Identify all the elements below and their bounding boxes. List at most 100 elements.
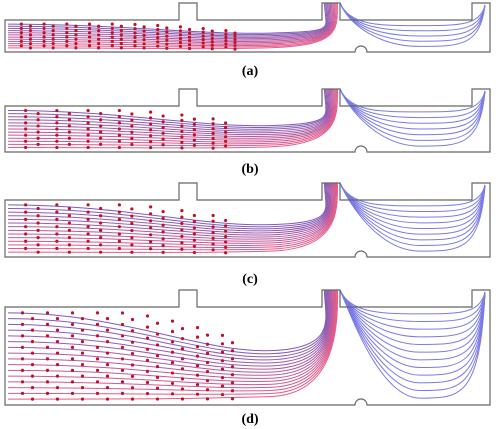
particle: [86, 127, 90, 131]
particle: [142, 46, 146, 50]
particle: [180, 215, 184, 219]
particle: [42, 39, 46, 44]
particle: [130, 352, 135, 356]
particle: [142, 42, 146, 46]
particle: [36, 130, 40, 134]
streamline: [7, 182, 337, 249]
particle: [180, 135, 184, 139]
particle: [211, 146, 215, 150]
particle: [224, 35, 228, 39]
particle: [224, 121, 228, 125]
particle: [36, 112, 40, 116]
particle: [142, 29, 146, 33]
particle: [70, 345, 75, 349]
streamline: [7, 88, 330, 134]
particle: [201, 34, 205, 38]
particle: [70, 357, 75, 361]
particle: [30, 363, 35, 367]
particle: [220, 359, 225, 363]
particle: [155, 364, 160, 369]
particle: [130, 221, 134, 225]
particle: [67, 130, 71, 134]
particle: [65, 35, 69, 39]
particle: [205, 379, 210, 383]
particle: [42, 22, 46, 26]
particle: [145, 369, 150, 373]
streamline: [7, 88, 328, 129]
particle: [210, 29, 214, 33]
particle: [80, 328, 85, 332]
particle: [210, 43, 214, 47]
particle: [36, 250, 40, 254]
particle: [87, 44, 92, 48]
particle: [30, 397, 35, 401]
particle: [87, 35, 92, 39]
particle: [105, 386, 110, 390]
streamline: [339, 2, 486, 47]
streamline: [7, 182, 335, 244]
particle: [19, 26, 23, 31]
particle: [45, 322, 50, 326]
particle: [180, 140, 184, 144]
particle: [165, 30, 169, 34]
particle: [24, 115, 28, 119]
particle: [130, 250, 134, 254]
streamline: [339, 289, 486, 346]
panel: [4, 2, 491, 53]
streamline: [7, 289, 339, 400]
particle: [120, 391, 125, 395]
particle: [130, 397, 135, 401]
particle: [97, 24, 101, 28]
panel-label: (b): [241, 162, 258, 177]
particle: [170, 381, 175, 386]
particle: [201, 37, 205, 42]
particle: [210, 36, 214, 40]
particle: [95, 345, 100, 349]
particle: [180, 377, 185, 381]
particle: [130, 214, 134, 218]
particle: [220, 392, 225, 397]
particle: [170, 329, 175, 334]
streamline: [7, 289, 334, 382]
particle: [180, 357, 185, 361]
particle: [180, 247, 184, 251]
particle: [192, 133, 196, 137]
particle: [211, 213, 215, 218]
particle: [45, 311, 50, 315]
particle: [24, 133, 28, 137]
particle: [145, 325, 150, 329]
particle: [178, 37, 183, 41]
particle: [55, 133, 59, 137]
streamline: [7, 289, 334, 379]
particle: [55, 397, 60, 401]
particle: [30, 374, 35, 378]
particle: [117, 133, 121, 137]
particle: [187, 39, 192, 43]
particle: [178, 29, 183, 33]
particle: [220, 367, 225, 371]
particle: [55, 386, 60, 390]
particle: [161, 137, 165, 141]
particle: [19, 35, 23, 39]
particle: [99, 214, 103, 218]
particle: [55, 374, 60, 378]
particle: [86, 115, 90, 119]
particle: [224, 218, 228, 223]
streamline: [339, 182, 486, 207]
particle: [145, 347, 150, 351]
streamline: [339, 289, 486, 384]
particle: [149, 240, 153, 244]
particle: [86, 203, 90, 207]
particle: [156, 32, 160, 36]
particle: [205, 333, 210, 337]
particle: [74, 46, 78, 50]
streamline: [339, 182, 486, 224]
particle: [55, 217, 59, 221]
particle: [70, 368, 75, 372]
channel-wall: [4, 289, 491, 406]
particle: [195, 373, 200, 377]
particle: [95, 322, 100, 326]
panel-label: (a): [242, 64, 259, 79]
particle: [180, 129, 184, 134]
particle: [161, 125, 165, 130]
